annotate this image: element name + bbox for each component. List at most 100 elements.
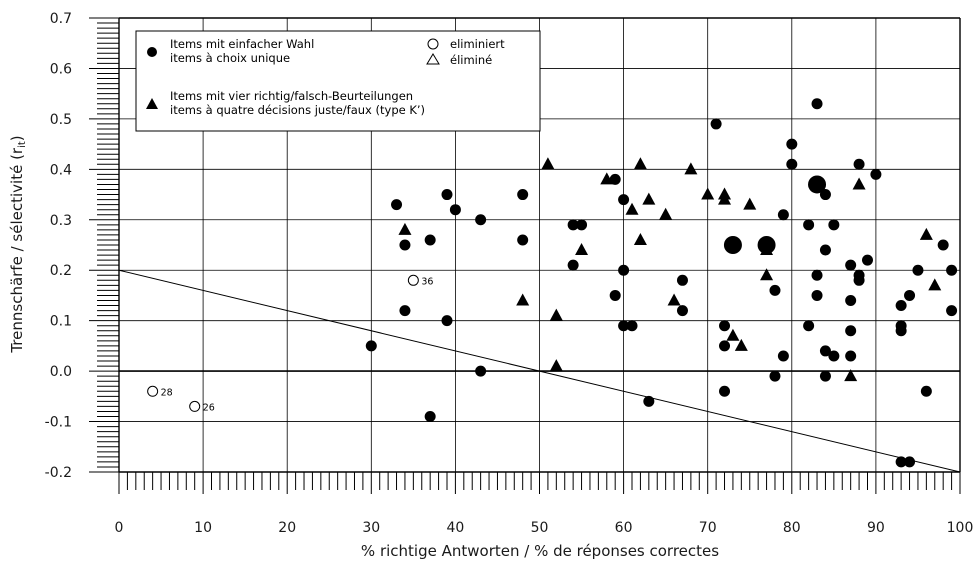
data-point-label: 26 [203,402,215,413]
data-point-triangle [575,243,589,256]
data-point-triangle [760,268,774,281]
data-point-circle [618,320,630,332]
data-point-triangle [516,293,530,306]
x-tick-labels: 0 10 20 30 40 50 60 70 80 90 100 [115,520,974,536]
data-point-circle [777,350,789,362]
x-tick-label: 100 [947,520,974,536]
y-tick-label: 0.6 [50,61,72,77]
data-point-circle [845,350,857,362]
data-point-circle [424,411,436,423]
data-point-circle [828,219,840,231]
x-tick-label: 20 [278,520,296,536]
legend-open-circle-marker [427,38,439,50]
x-tick-label: 40 [446,520,464,536]
data-point-circle [475,214,487,226]
data-point-circle-large [808,175,827,194]
data-point-circle [676,305,688,317]
data-point-circle [819,244,831,256]
data-point-circle [904,456,916,468]
data-point-circle [710,118,722,130]
data-point-circle [365,340,377,352]
x-tick-label: 60 [615,520,633,536]
y-tick-label: 0.7 [50,11,72,27]
data-point-circle [895,456,907,468]
data-point-circle [845,325,857,337]
data-point-circle [676,274,688,286]
data-point-triangle [633,157,647,170]
data-point-triangle [734,338,748,351]
data-point-circle [567,219,579,231]
data-point-eliminated [147,385,159,397]
legend-open-triangle-marker [426,53,440,65]
legend-box [135,30,541,132]
data-points: 28 26 36 [147,98,958,468]
y-axis-label-subscript: it [17,141,28,148]
data-point-triangle [541,157,555,170]
x-tick-label: 50 [531,520,549,536]
data-point-label: 36 [421,276,433,287]
x-tick-label: 10 [194,520,212,536]
legend-filled-circle-marker [147,47,157,57]
data-point-circle [870,168,882,180]
data-point-circle [576,219,588,231]
data-point-triangle [642,192,656,205]
data-point-circle [786,158,798,170]
data-point-circle [895,300,907,312]
data-point-circle [517,189,529,201]
y-axis-label-main: Trennschärfe / sélectivité (r [8,147,26,354]
y-tick-label: 0.0 [50,364,72,380]
legend-filled-triangle-line1: Items mit vier richtig/falsch-Beurteilun… [170,89,413,103]
data-point-circle [777,209,789,221]
legend-open-circle-label: eliminiert [450,37,505,51]
data-point-circle [441,315,453,327]
data-point-circle [920,385,932,397]
x-tick-label: 80 [783,520,801,536]
legend: Items mit einfacher Wahl items à choix u… [135,30,541,132]
data-point-circle [567,259,579,271]
y-tick-label: -0.1 [45,415,72,431]
data-point-triangle [549,359,563,372]
data-point-circle [845,294,857,306]
data-point-triangle [844,369,858,382]
data-point-circle [626,320,638,332]
legend-filled-triangle-marker [146,98,158,109]
legend-filled-circle-line2: items à choix unique [170,51,290,65]
x-tick-label: 90 [867,520,885,536]
data-point-circle [609,289,621,301]
data-point-triangle [928,278,942,291]
data-point-triangle [718,192,732,205]
minor-ticks [89,17,961,494]
data-point-triangle [701,187,715,200]
data-point-circle [861,254,873,266]
data-point-circle [609,173,621,185]
data-point-circle [719,385,731,397]
data-point-circle [803,219,815,231]
data-point-triangle [600,172,614,185]
x-tick-label: 0 [115,520,124,536]
x-axis-label: % richtige Antworten / % de réponses cor… [361,542,719,560]
y-tick-label: 0.4 [50,162,72,178]
y-tick-label: -0.2 [45,465,72,481]
data-point-circle [912,264,924,276]
data-point-circle [819,345,831,357]
data-point-eliminated [407,274,419,286]
y-axis-label-close: ) [8,135,26,141]
data-point-triangle [743,197,757,210]
data-point-circle [786,138,798,150]
data-point-circle [895,325,907,337]
data-point-eliminated [189,400,201,412]
data-point-circle [441,189,453,201]
data-point-circle [828,350,840,362]
data-point-circle [904,289,916,301]
data-point-circle [803,320,815,332]
data-point-triangle [760,243,774,256]
data-point-circle [819,189,831,201]
data-point-circle [643,395,655,407]
data-point-triangle [667,293,681,306]
x-tick-label: 70 [699,520,717,536]
y-tick-label: 0.2 [50,263,72,279]
data-point-triangle [633,232,647,245]
data-point-triangle [726,328,740,341]
data-point-triangle [852,177,866,190]
